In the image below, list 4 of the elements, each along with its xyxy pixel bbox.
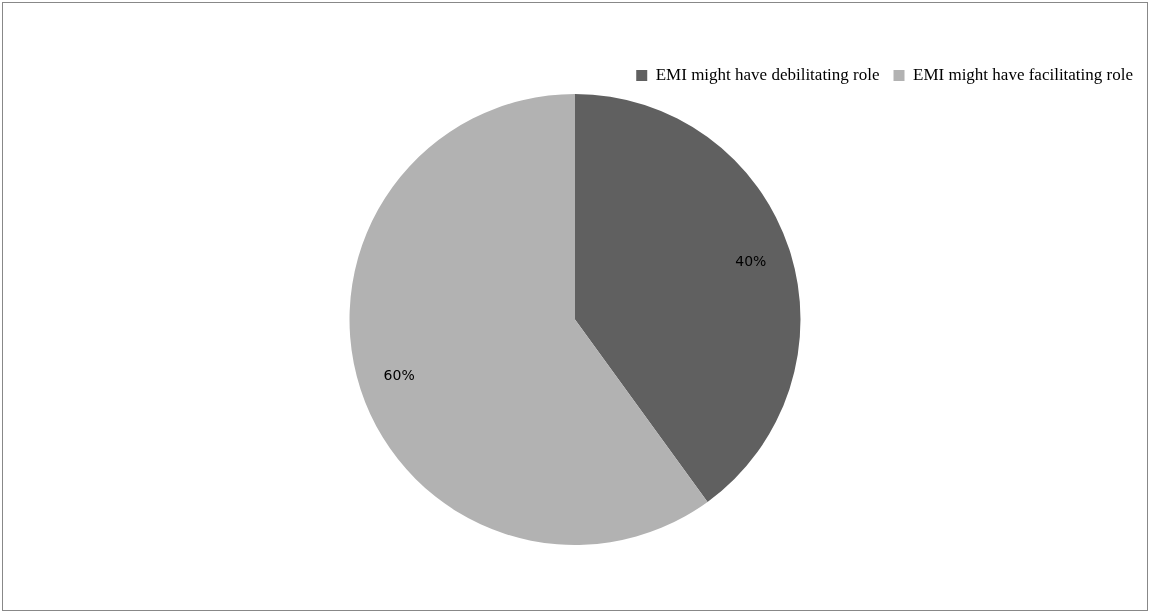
data-label: 40%	[735, 253, 767, 269]
legend-label: EMI might have facilitating role	[913, 64, 1134, 84]
data-label: 60%	[383, 367, 415, 384]
legend-label: EMI might have debilitating role	[655, 64, 880, 84]
